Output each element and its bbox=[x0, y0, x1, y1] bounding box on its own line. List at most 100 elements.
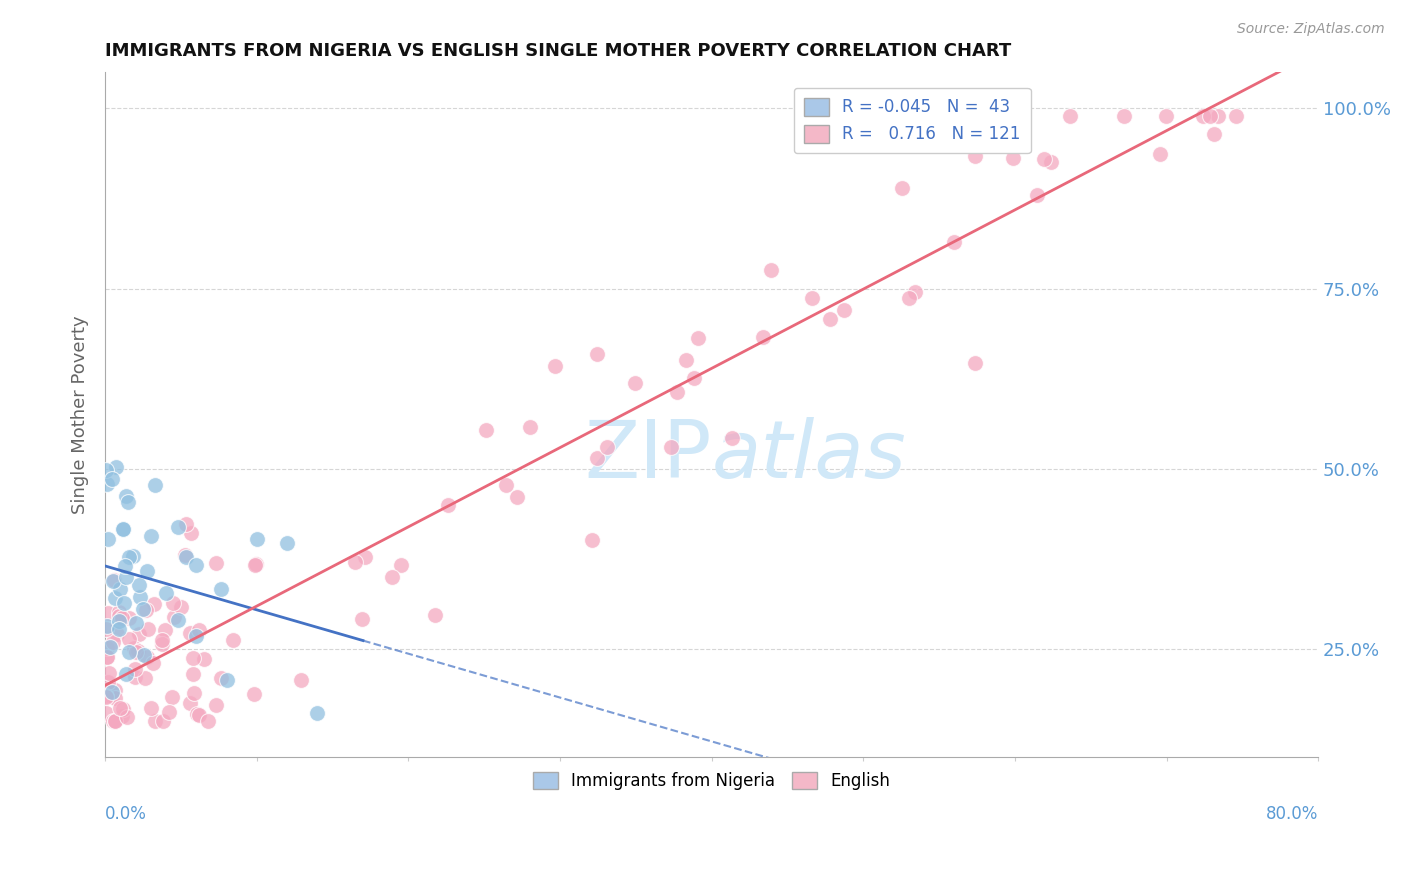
Point bbox=[505, 490, 527, 504]
Point bbox=[174, 516, 197, 531]
Point bbox=[115, 667, 138, 681]
Point bbox=[1225, 109, 1247, 123]
Point bbox=[307, 706, 329, 720]
Point bbox=[108, 606, 131, 620]
Point bbox=[108, 582, 131, 597]
Point bbox=[118, 611, 141, 625]
Point bbox=[97, 666, 120, 681]
Point bbox=[112, 596, 135, 610]
Text: 80.0%: 80.0% bbox=[1265, 805, 1319, 823]
Point bbox=[721, 431, 744, 445]
Point bbox=[1025, 187, 1047, 202]
Point bbox=[197, 714, 219, 729]
Point bbox=[108, 622, 131, 636]
Point bbox=[344, 555, 367, 569]
Point bbox=[143, 714, 166, 729]
Point bbox=[96, 649, 118, 664]
Point bbox=[122, 549, 145, 564]
Point bbox=[101, 690, 124, 704]
Point bbox=[179, 696, 201, 710]
Point bbox=[157, 705, 180, 719]
Point bbox=[142, 657, 165, 671]
Point bbox=[132, 601, 155, 615]
Point bbox=[179, 625, 201, 640]
Text: atlas: atlas bbox=[711, 417, 907, 495]
Point bbox=[242, 687, 264, 701]
Point bbox=[101, 684, 124, 698]
Point bbox=[174, 548, 197, 562]
Point bbox=[150, 632, 173, 647]
Point bbox=[107, 608, 129, 623]
Point bbox=[1112, 109, 1135, 123]
Point bbox=[136, 564, 159, 578]
Point bbox=[111, 611, 134, 625]
Point bbox=[104, 714, 127, 729]
Point bbox=[209, 582, 232, 596]
Point bbox=[115, 710, 138, 724]
Point bbox=[389, 558, 412, 572]
Point bbox=[114, 570, 136, 584]
Point bbox=[135, 649, 157, 664]
Point bbox=[963, 356, 986, 370]
Point bbox=[495, 478, 517, 492]
Point bbox=[143, 477, 166, 491]
Point bbox=[162, 690, 184, 704]
Point bbox=[96, 619, 118, 633]
Point bbox=[474, 423, 496, 437]
Point bbox=[544, 359, 567, 373]
Point bbox=[519, 420, 541, 434]
Point bbox=[898, 291, 921, 305]
Point bbox=[101, 472, 124, 486]
Point bbox=[94, 706, 117, 720]
Point bbox=[1059, 109, 1081, 123]
Point bbox=[94, 622, 117, 636]
Point bbox=[122, 640, 145, 655]
Point bbox=[98, 681, 121, 696]
Point bbox=[187, 708, 209, 723]
Point bbox=[103, 574, 125, 588]
Point bbox=[108, 700, 131, 714]
Point bbox=[290, 673, 312, 687]
Point bbox=[759, 262, 782, 277]
Point bbox=[1149, 146, 1171, 161]
Point bbox=[820, 312, 842, 326]
Point bbox=[659, 440, 682, 454]
Point bbox=[104, 690, 127, 705]
Point bbox=[104, 591, 127, 605]
Point bbox=[117, 495, 139, 509]
Point bbox=[963, 149, 986, 163]
Point bbox=[152, 714, 174, 728]
Point bbox=[354, 549, 377, 564]
Point bbox=[118, 632, 141, 646]
Point bbox=[101, 635, 124, 649]
Point bbox=[111, 522, 134, 536]
Point bbox=[800, 291, 823, 305]
Point bbox=[155, 585, 177, 599]
Point bbox=[183, 686, 205, 700]
Point bbox=[112, 523, 135, 537]
Point bbox=[128, 591, 150, 605]
Point bbox=[1033, 153, 1056, 167]
Legend: Immigrants from Nigeria, English: Immigrants from Nigeria, English bbox=[526, 765, 897, 797]
Point bbox=[1199, 109, 1222, 123]
Point bbox=[186, 706, 208, 721]
Point bbox=[205, 556, 228, 570]
Point bbox=[153, 624, 176, 638]
Point bbox=[134, 671, 156, 685]
Point bbox=[142, 598, 165, 612]
Point bbox=[942, 235, 965, 250]
Point bbox=[98, 640, 121, 654]
Point bbox=[96, 640, 118, 655]
Point bbox=[170, 600, 193, 615]
Point bbox=[904, 285, 927, 299]
Point bbox=[380, 570, 402, 584]
Point bbox=[128, 578, 150, 592]
Point bbox=[115, 490, 138, 504]
Point bbox=[221, 632, 243, 647]
Point bbox=[215, 673, 238, 688]
Point bbox=[423, 607, 446, 622]
Point bbox=[686, 331, 709, 345]
Point bbox=[94, 690, 117, 704]
Point bbox=[193, 652, 215, 666]
Point bbox=[104, 460, 127, 475]
